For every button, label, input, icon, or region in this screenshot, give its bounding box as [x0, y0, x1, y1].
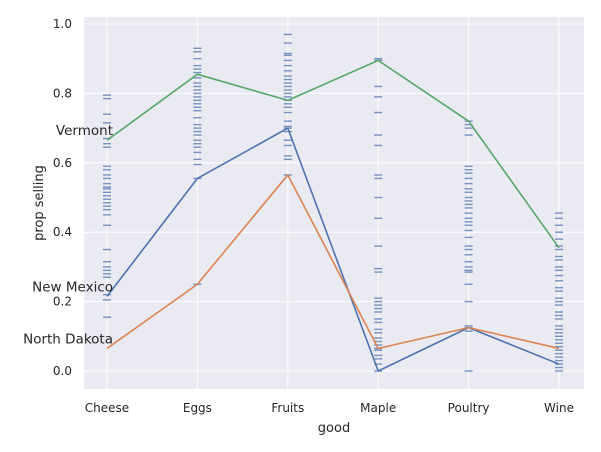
series-line — [106, 174, 560, 350]
x-tick-labels: Cheese Eggs Fruits Maple Poultry Wine — [85, 401, 574, 415]
y-tick-label: 0.2 — [53, 295, 72, 309]
series-labels: Vermont New Mexico North Dakota — [23, 123, 113, 347]
x-axis-label: good — [318, 421, 350, 436]
series-lines — [106, 59, 560, 372]
y-gridlines — [84, 23, 584, 372]
y-tick-labels: 0.0 0.2 0.4 0.6 0.8 1.0 — [53, 17, 72, 378]
y-tick-label: 0.0 — [53, 364, 72, 378]
series-line — [106, 59, 560, 249]
x-tick-label: Poultry — [448, 401, 490, 415]
series-label: Vermont — [56, 123, 113, 139]
plot-background — [84, 17, 584, 389]
y-tick-label: 0.4 — [53, 225, 72, 239]
y-axis-label: prop selling — [32, 165, 47, 241]
series-label: New Mexico — [32, 279, 113, 295]
y-tick-label: 1.0 — [53, 17, 72, 31]
x-tick-label: Eggs — [183, 401, 212, 415]
x-tick-label: Fruits — [271, 401, 304, 415]
y-tick-label: 0.8 — [53, 86, 72, 100]
x-tick-label: Cheese — [85, 401, 129, 415]
series-label: North Dakota — [23, 331, 113, 347]
y-tick-label: 0.6 — [53, 156, 72, 170]
x-tick-label: Maple — [360, 401, 396, 415]
series-line — [106, 127, 560, 372]
x-tick-label: Wine — [544, 401, 574, 415]
